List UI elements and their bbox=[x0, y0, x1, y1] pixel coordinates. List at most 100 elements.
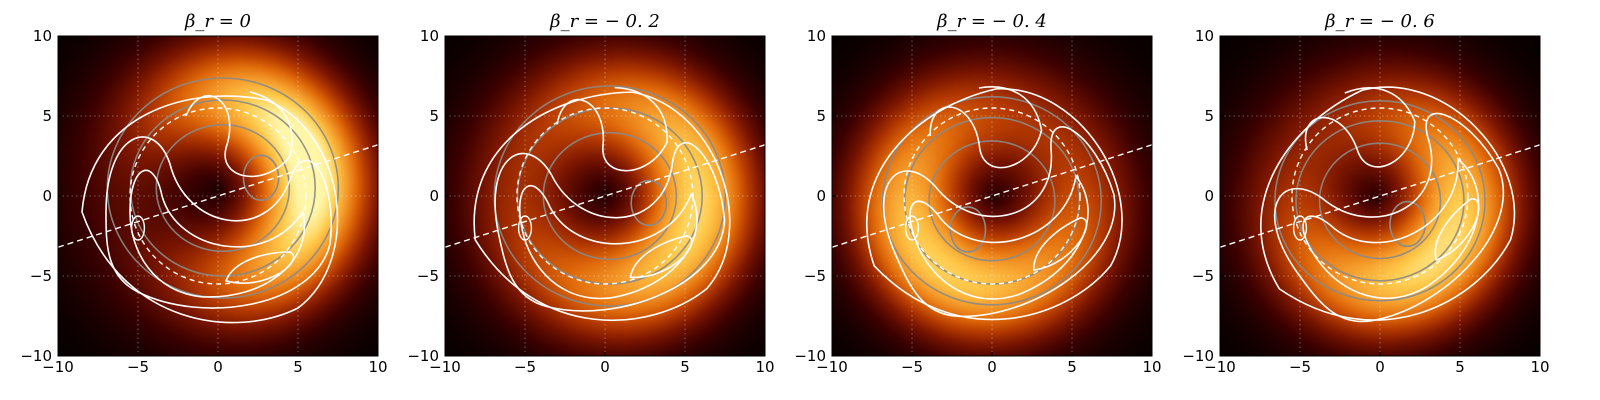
small-flow-contour bbox=[517, 215, 533, 241]
x-tick-label: 5 bbox=[293, 358, 303, 376]
dashed-reference-line bbox=[445, 144, 765, 248]
intensity-heatmap bbox=[445, 36, 765, 356]
intensity-contour bbox=[155, 123, 291, 253]
x-tick-label: 5 bbox=[680, 358, 690, 376]
flow-contour bbox=[129, 169, 306, 298]
x-tick-label: 0 bbox=[213, 358, 223, 376]
y-tick-label: −10 bbox=[20, 347, 52, 365]
x-tick-label: −10 bbox=[42, 358, 74, 376]
peak-contour bbox=[630, 179, 668, 227]
dashed-reference-circle bbox=[516, 107, 694, 285]
intensity-contour bbox=[1318, 142, 1442, 260]
flow-contour bbox=[1302, 157, 1480, 299]
dashed-reference-line bbox=[832, 144, 1152, 248]
y-tick-label: −10 bbox=[407, 347, 439, 365]
flow-contour bbox=[1032, 217, 1088, 272]
y-tick-label: 0 bbox=[42, 187, 52, 205]
x-tick-label: 10 bbox=[755, 358, 774, 376]
dashed-reference-circle bbox=[129, 107, 307, 285]
flow-contour bbox=[224, 251, 295, 284]
panel-title: β_r = − 0. 4 bbox=[936, 11, 1047, 32]
flow-contour bbox=[1434, 198, 1480, 261]
y-tick-label: 10 bbox=[807, 27, 826, 45]
plot-area bbox=[445, 36, 765, 356]
intensity-heatmap bbox=[1220, 36, 1540, 356]
y-tick-label: −5 bbox=[804, 267, 826, 285]
panel-2: −10 −5 0 5 10 10 5 0 −5 −10 β_r = − 0. 2 bbox=[407, 11, 774, 376]
x-tick-label: −10 bbox=[429, 358, 461, 376]
peak-contour bbox=[1389, 200, 1426, 248]
flow-contour bbox=[185, 91, 293, 178]
x-tick-label: 0 bbox=[1375, 358, 1385, 376]
flow-contour bbox=[1304, 87, 1416, 168]
flow-contour bbox=[929, 86, 1043, 169]
x-tick-label: −5 bbox=[1289, 358, 1311, 376]
y-tick-label: 5 bbox=[816, 107, 826, 125]
flow-contours bbox=[81, 91, 339, 324]
intensity-contour bbox=[928, 140, 1056, 262]
x-tick-label: 0 bbox=[600, 358, 610, 376]
dashed-reference-line bbox=[58, 144, 378, 248]
intensity-contour bbox=[1274, 100, 1486, 302]
dashed-reference-circle bbox=[1291, 107, 1469, 285]
y-tick-label: −5 bbox=[30, 267, 52, 285]
plot-area bbox=[1220, 36, 1540, 356]
x-tick-label: 0 bbox=[987, 358, 997, 376]
panel-1: −10 −5 0 5 10 10 5 0 −5 −10 β_r = 0 bbox=[20, 11, 387, 376]
y-tick-label: −10 bbox=[794, 347, 826, 365]
x-tick-label: −5 bbox=[127, 358, 149, 376]
dashed-reference-line bbox=[1220, 144, 1540, 248]
dashed-reference-circle bbox=[903, 107, 1081, 285]
flow-contour bbox=[629, 234, 693, 279]
y-tick-label: −5 bbox=[1192, 267, 1214, 285]
intensity-contour bbox=[881, 96, 1102, 306]
flow-contour bbox=[866, 87, 1123, 321]
y-tick-label: 5 bbox=[429, 107, 439, 125]
flow-contour bbox=[518, 185, 698, 300]
flow-contour bbox=[1260, 86, 1516, 321]
flow-contour bbox=[473, 91, 731, 321]
y-tick-label: 10 bbox=[420, 27, 439, 45]
small-flow-contour bbox=[1292, 215, 1308, 241]
x-tick-label: −5 bbox=[514, 358, 536, 376]
y-tick-label: 0 bbox=[429, 187, 439, 205]
flow-contours bbox=[1260, 86, 1516, 323]
x-tick-label: 10 bbox=[1142, 358, 1161, 376]
x-tick-label: 10 bbox=[1530, 358, 1549, 376]
y-tick-label: −10 bbox=[1182, 347, 1214, 365]
intensity-contour bbox=[1295, 120, 1465, 282]
y-tick-label: −5 bbox=[417, 267, 439, 285]
panel-title: β_r = − 0. 6 bbox=[1324, 11, 1435, 32]
plot-area bbox=[58, 36, 378, 356]
intensity-contour bbox=[129, 99, 316, 277]
y-tick-label: 5 bbox=[1204, 107, 1214, 125]
flow-contours bbox=[866, 86, 1123, 321]
plot-area bbox=[832, 36, 1152, 356]
x-tick-label: 5 bbox=[1455, 358, 1465, 376]
peak-contour bbox=[242, 154, 280, 201]
flow-contour bbox=[105, 136, 332, 309]
flow-contour bbox=[556, 86, 668, 172]
flow-contours bbox=[473, 86, 731, 321]
panel-4: −10 −5 0 5 10 10 5 0 −5 −10 β_r = − 0. 6 bbox=[1182, 11, 1549, 376]
flow-contour bbox=[1273, 112, 1505, 323]
flow-contour bbox=[494, 142, 726, 312]
x-tick-label: −10 bbox=[816, 358, 848, 376]
flow-contour bbox=[909, 174, 1089, 300]
y-tick-label: 10 bbox=[1195, 27, 1214, 45]
intensity-heatmap bbox=[58, 36, 378, 356]
flow-contour bbox=[882, 126, 1116, 318]
panel-3: −10 −5 0 5 10 10 5 0 −5 −10 β_r = − 0. 4 bbox=[794, 11, 1161, 376]
x-tick-label: −5 bbox=[901, 358, 923, 376]
peak-contour bbox=[949, 206, 987, 253]
intensity-heatmap bbox=[832, 36, 1152, 356]
x-tick-label: −10 bbox=[1204, 358, 1236, 376]
panel-title: β_r = 0 bbox=[184, 11, 251, 32]
flow-contour bbox=[81, 95, 339, 324]
intensity-contour bbox=[493, 85, 727, 307]
y-tick-label: 5 bbox=[42, 107, 52, 125]
panel-title: β_r = − 0. 2 bbox=[549, 11, 660, 32]
x-tick-label: 5 bbox=[1067, 358, 1077, 376]
y-tick-label: 0 bbox=[816, 187, 826, 205]
